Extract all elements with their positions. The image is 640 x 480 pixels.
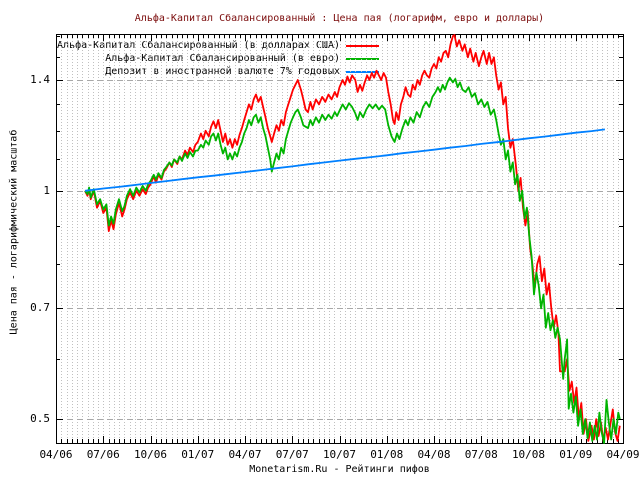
legend-label-eur: Альфа-Капитал Сбалансированный (в евро) xyxy=(105,53,340,64)
y-axis-tick-label: 0.5 xyxy=(30,412,50,425)
legend: Альфа-Капитал Сбалансированный (в доллар… xyxy=(56,39,379,78)
x-axis-tick-label: 07/08 xyxy=(464,448,498,461)
y-axis-tick-label: 1 xyxy=(43,184,50,197)
chart-title: Альфа-Капитал Сбалансированный : Цена па… xyxy=(134,13,545,24)
legend-item-usd: Альфа-Капитал Сбалансированный (в доллар… xyxy=(56,39,379,52)
legend-sample-line-eur xyxy=(346,57,379,60)
legend-item-deposit: Депозит в иностранной валюте 7% годовых xyxy=(56,65,379,78)
x-axis-tick-label: 10/06 xyxy=(133,448,168,461)
x-axis-tick-label: 07/07 xyxy=(275,448,309,461)
legend-sample-line-usd xyxy=(346,44,379,47)
x-axis-tick-label: 07/06 xyxy=(86,448,120,461)
legend-item-eur: Альфа-Капитал Сбалансированный (в евро) xyxy=(56,52,379,65)
x-axis-tick-label: 04/08 xyxy=(417,448,451,461)
legend-label-deposit: Депозит в иностранной валюте 7% годовых xyxy=(105,66,340,77)
y-axis-tick-label: 1.4 xyxy=(30,73,50,86)
site-caption: Monetarism.Ru - Рейтинги пифов xyxy=(249,464,430,475)
x-axis-tick-label: 01/08 xyxy=(370,448,404,461)
series-deposit-line xyxy=(84,128,606,192)
x-axis-tick-label: 10/08 xyxy=(511,448,546,461)
x-axis-tick-label: 04/06 xyxy=(39,448,73,461)
x-axis-tick-label: 01/07 xyxy=(181,448,215,461)
legend-label-usd: Альфа-Капитал Сбалансированный (в доллар… xyxy=(57,40,340,51)
legend-sample-line-deposit xyxy=(346,70,379,73)
x-axis-tick-label: 01/09 xyxy=(559,448,593,461)
x-axis-tick-label: 04/09 xyxy=(606,448,640,461)
y-axis-tick-label: 0.7 xyxy=(30,301,50,314)
plot-border xyxy=(56,34,624,444)
x-axis-tick-label: 10/07 xyxy=(322,448,357,461)
series-eur-line xyxy=(84,76,621,444)
x-axis-tick-label: 04/07 xyxy=(228,448,262,461)
